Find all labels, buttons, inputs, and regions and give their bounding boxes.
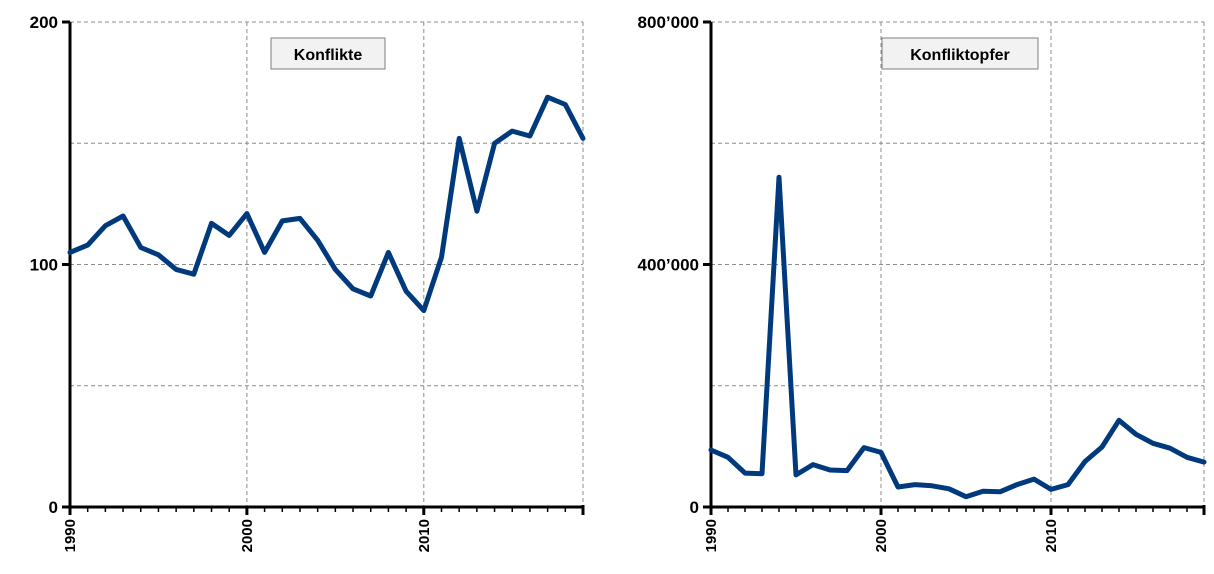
chart-title-box: Konflikte bbox=[270, 37, 386, 70]
x-tick-label: 1990 bbox=[703, 519, 720, 552]
chart-konflikte: 0 100 200 1990 2000 2010 Konflikte bbox=[30, 13, 586, 552]
data-points bbox=[68, 95, 586, 313]
chart-title-box: Konfliktopfer bbox=[881, 37, 1039, 70]
y-tick-label: 800’000 bbox=[638, 13, 699, 32]
x-tick-label: 1990 bbox=[62, 519, 79, 552]
title-box-frame bbox=[881, 37, 1039, 70]
grid bbox=[711, 21, 1205, 507]
x-tick-label: 2000 bbox=[873, 519, 890, 552]
y-tick-label: 200 bbox=[30, 13, 58, 32]
x-tick-label: 2010 bbox=[1043, 519, 1060, 552]
x-tick-label: 2000 bbox=[239, 519, 256, 552]
series-line bbox=[708, 174, 1207, 500]
title-box-frame bbox=[270, 37, 386, 70]
chart-title: Konfliktopfer bbox=[910, 47, 1010, 64]
y-tick-label: 0 bbox=[49, 498, 58, 517]
y-tick-label: 100 bbox=[30, 256, 58, 275]
y-tick-label: 400’000 bbox=[638, 256, 699, 275]
series-line bbox=[67, 94, 586, 314]
chart-konfliktopfer: 0 400’000 800’000 1990 2000 2010 Konfliktopfer bbox=[638, 13, 1207, 552]
grid bbox=[70, 21, 584, 507]
x-tick-label: 2010 bbox=[416, 519, 433, 552]
chart-title: Konflikte bbox=[294, 47, 363, 64]
y-tick-label: 0 bbox=[690, 498, 699, 517]
